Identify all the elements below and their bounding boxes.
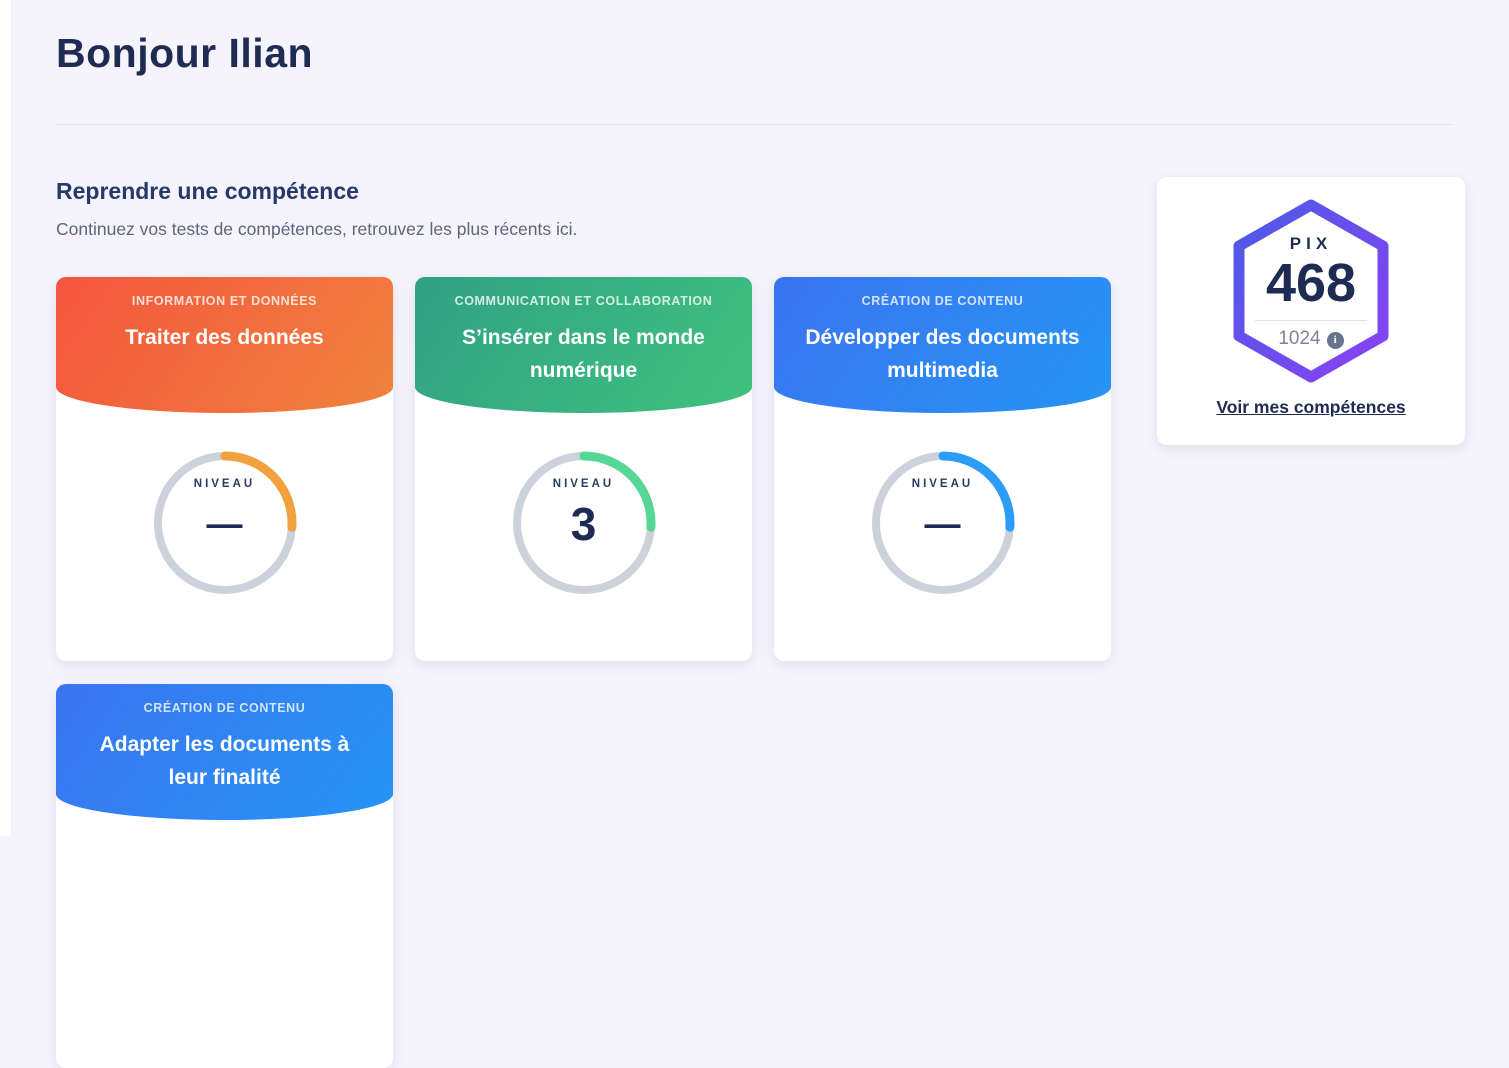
hexagon-outline — [1233, 199, 1389, 383]
pix-score-hexagon: PIX 468 1024 i — [1226, 198, 1396, 384]
level-value: 3 — [570, 498, 597, 550]
page-title: Bonjour Ilian — [56, 30, 314, 76]
level-gauge: NIVEAU — — [150, 448, 300, 598]
gauge-rings — [871, 451, 1014, 594]
level-label: NIVEAU — [552, 478, 615, 490]
gauge-rings — [512, 451, 655, 594]
card-competence-title: Adapter les documents à leur finalité — [99, 733, 350, 789]
gauge-progress-arc — [938, 451, 1014, 532]
competence-card-traiter-des-donnees[interactable]: INFORMATION ET DONNÉES Traiter des donné… — [56, 277, 393, 661]
hexagon-badge — [1233, 199, 1389, 383]
section-subtitle: Continuez vos tests de compétences, retr… — [56, 219, 578, 239]
gauge-progress-arc — [220, 451, 296, 532]
pix-score-card: PIX 468 1024 i Voir mes compétences — [1157, 177, 1465, 445]
card-area-label: CRÉATION DE CONTENU — [143, 701, 306, 715]
info-icon[interactable]: i — [1326, 332, 1344, 349]
level-label: NIVEAU — [911, 478, 974, 490]
pix-max-score: 1024 i — [1226, 328, 1396, 350]
competence-card-developper-documents-multimedia[interactable]: CRÉATION DE CONTENU Développer des docum… — [774, 277, 1111, 661]
level-value: — — [924, 503, 961, 544]
pix-label: PIX — [1289, 234, 1333, 253]
score-divider — [1255, 320, 1367, 321]
gauge-progress-arc — [579, 451, 655, 532]
max-score-value: 1024 — [1278, 328, 1321, 349]
card-competence-title: Traiter des données — [125, 326, 324, 349]
card-header: CRÉATION DE CONTENU Développer des docum… — [774, 277, 1111, 413]
level-gauge: NIVEAU 3 — [509, 448, 659, 598]
header-divider — [56, 124, 1453, 125]
level-value: — — [206, 503, 243, 544]
level-gauge: NIVEAU — — [868, 448, 1018, 598]
card-area-label: COMMUNICATION ET COLLABORATION — [454, 294, 713, 308]
card-area-label: INFORMATION ET DONNÉES — [131, 294, 318, 308]
card-competence-title: Développer des documents multimedia — [805, 326, 1080, 382]
see-competences-link[interactable]: Voir mes compétences — [1216, 397, 1406, 417]
competence-card-adapter-documents-finalite[interactable]: CRÉATION DE CONTENU Adapter les document… — [56, 684, 393, 1068]
section-title: Reprendre une compétence — [56, 178, 359, 204]
competence-card-sinserer-monde-numerique[interactable]: COMMUNICATION ET COLLABORATION S’insérer… — [415, 277, 752, 661]
left-edge-strip — [0, 0, 11, 836]
card-header: CRÉATION DE CONTENU Adapter les document… — [56, 684, 393, 820]
card-competence-title: S’insérer dans le monde numérique — [462, 326, 705, 382]
level-label: NIVEAU — [193, 478, 256, 490]
card-header: INFORMATION ET DONNÉES Traiter des donné… — [56, 277, 393, 413]
card-area-label: CRÉATION DE CONTENU — [861, 294, 1024, 308]
gauge-rings — [153, 451, 296, 594]
card-header: COMMUNICATION ET COLLABORATION S’insérer… — [415, 277, 752, 413]
pix-score-value: 468 — [1265, 253, 1357, 313]
